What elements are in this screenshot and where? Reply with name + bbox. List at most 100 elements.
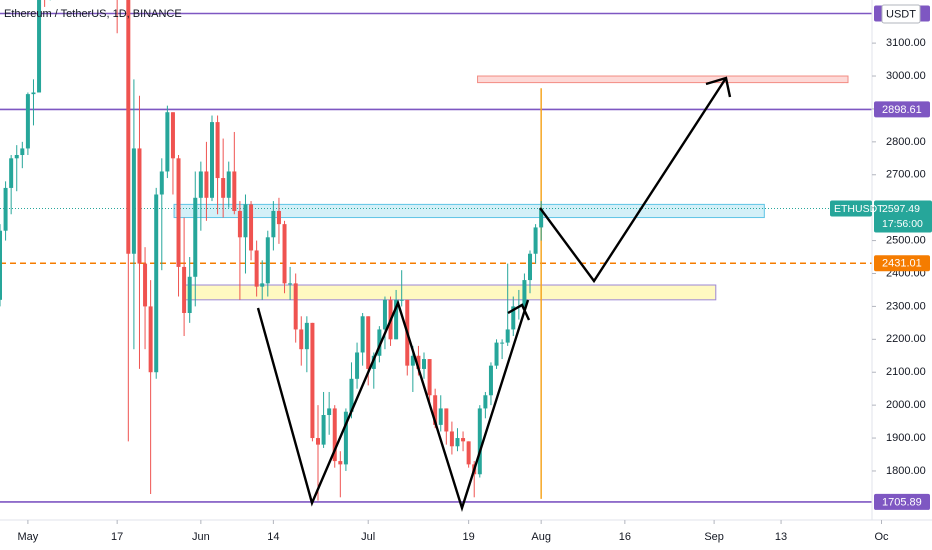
y-tick-label: 2300.00 bbox=[886, 300, 926, 312]
x-tick-label: 16 bbox=[619, 531, 631, 543]
candle-body bbox=[355, 352, 360, 379]
y-tick-label: 2500.00 bbox=[886, 234, 926, 246]
drawings bbox=[256, 76, 732, 512]
x-tick-label: 14 bbox=[267, 531, 279, 543]
candle-body bbox=[170, 112, 175, 159]
candle-body bbox=[343, 411, 348, 465]
x-tick-label: May bbox=[18, 531, 39, 543]
candle-body bbox=[466, 441, 471, 465]
level-label-box bbox=[874, 493, 930, 510]
candle-body bbox=[461, 438, 466, 442]
y-tick-label: 2200.00 bbox=[886, 333, 926, 345]
candle-body bbox=[271, 210, 276, 238]
candle-body bbox=[449, 431, 454, 447]
x-tick-label: Jul bbox=[361, 531, 375, 543]
y-tick-label: 1800.00 bbox=[886, 465, 926, 477]
candle-body bbox=[427, 359, 432, 396]
y-tick-label: 3000.00 bbox=[886, 70, 926, 82]
candle-body bbox=[31, 92, 36, 95]
candle-body bbox=[505, 329, 510, 343]
candle-body bbox=[137, 148, 142, 264]
candle-body bbox=[416, 355, 421, 369]
candle-body bbox=[221, 178, 226, 198]
w-pattern bbox=[256, 299, 530, 512]
candle-body bbox=[500, 342, 505, 344]
level-label: 2431.01 bbox=[882, 258, 922, 270]
symbol-label: ETHUSDT bbox=[834, 203, 884, 215]
candle-body bbox=[455, 438, 460, 447]
chart-title: Ethereum / TetherUS, 1D, BINANCE bbox=[4, 8, 182, 20]
candle-body bbox=[316, 438, 321, 445]
x-tick-label: 19 bbox=[463, 531, 475, 543]
candle-body bbox=[332, 408, 337, 462]
candle-body bbox=[154, 194, 159, 373]
candle-body bbox=[488, 365, 493, 396]
candle-body bbox=[226, 171, 231, 198]
candle-body bbox=[422, 359, 427, 369]
candle-body bbox=[215, 122, 220, 179]
candle-body bbox=[165, 112, 170, 172]
candle-body bbox=[159, 171, 164, 195]
candle-body bbox=[522, 280, 527, 307]
last-price-box bbox=[874, 200, 932, 233]
zone bbox=[182, 284, 717, 301]
plot-area bbox=[0, 0, 872, 503]
level-label-box bbox=[874, 101, 930, 118]
x-tick-label: Sep bbox=[704, 531, 724, 543]
x-tick-label: Aug bbox=[531, 531, 551, 543]
candle-body bbox=[511, 306, 516, 330]
candle-body bbox=[198, 171, 203, 198]
level-label-box bbox=[874, 255, 930, 272]
y-tick-label: 1900.00 bbox=[886, 432, 926, 444]
candle-body bbox=[148, 306, 153, 373]
candle-body bbox=[9, 158, 14, 188]
candle-body bbox=[394, 299, 399, 340]
candle-body bbox=[539, 208, 544, 228]
candle-body bbox=[25, 94, 30, 149]
candle-body bbox=[304, 322, 309, 350]
candle-body bbox=[477, 408, 482, 475]
projection-arrow bbox=[539, 77, 728, 284]
symbol-box bbox=[830, 200, 872, 217]
level-label: 1705.89 bbox=[882, 496, 922, 508]
candle-body bbox=[338, 461, 343, 465]
candle-body bbox=[176, 158, 181, 267]
candle-body bbox=[360, 316, 365, 353]
currency-label: USDT bbox=[886, 8, 916, 20]
candle-body bbox=[237, 210, 242, 238]
candle-body bbox=[327, 408, 332, 416]
candle-body bbox=[0, 230, 2, 300]
candle-body bbox=[265, 237, 270, 284]
arrow-head bbox=[705, 76, 732, 98]
candle-body bbox=[366, 316, 371, 369]
candle-body bbox=[293, 283, 298, 330]
y-tick-label: 2800.00 bbox=[886, 136, 926, 148]
candle-body bbox=[299, 329, 304, 350]
candle-body bbox=[232, 171, 237, 211]
candle-body bbox=[3, 187, 8, 231]
y-tick-label: 2000.00 bbox=[886, 399, 926, 411]
candle-body bbox=[187, 276, 192, 313]
candle-body bbox=[20, 148, 25, 156]
candle-body bbox=[377, 329, 382, 356]
candle-body bbox=[310, 322, 315, 439]
candle-body bbox=[249, 204, 254, 251]
candle-body bbox=[371, 355, 376, 369]
candle-body bbox=[14, 155, 19, 159]
candle-body bbox=[433, 395, 438, 425]
candle-body bbox=[182, 266, 187, 313]
currency-box bbox=[881, 4, 921, 24]
x-tick-label: 17 bbox=[111, 531, 123, 543]
y-tick-label: 3100.00 bbox=[886, 37, 926, 49]
candle-body bbox=[193, 197, 198, 277]
axes: 3100.003000.002900.002800.002700.002600.… bbox=[18, 4, 932, 543]
x-tick-label: Oc bbox=[874, 531, 889, 543]
zone bbox=[477, 75, 849, 84]
last-price-label: 2597.49 bbox=[882, 203, 920, 215]
zone bbox=[173, 203, 765, 219]
candle-body bbox=[254, 250, 259, 287]
candle-body bbox=[399, 299, 404, 301]
candle-body bbox=[243, 204, 248, 238]
